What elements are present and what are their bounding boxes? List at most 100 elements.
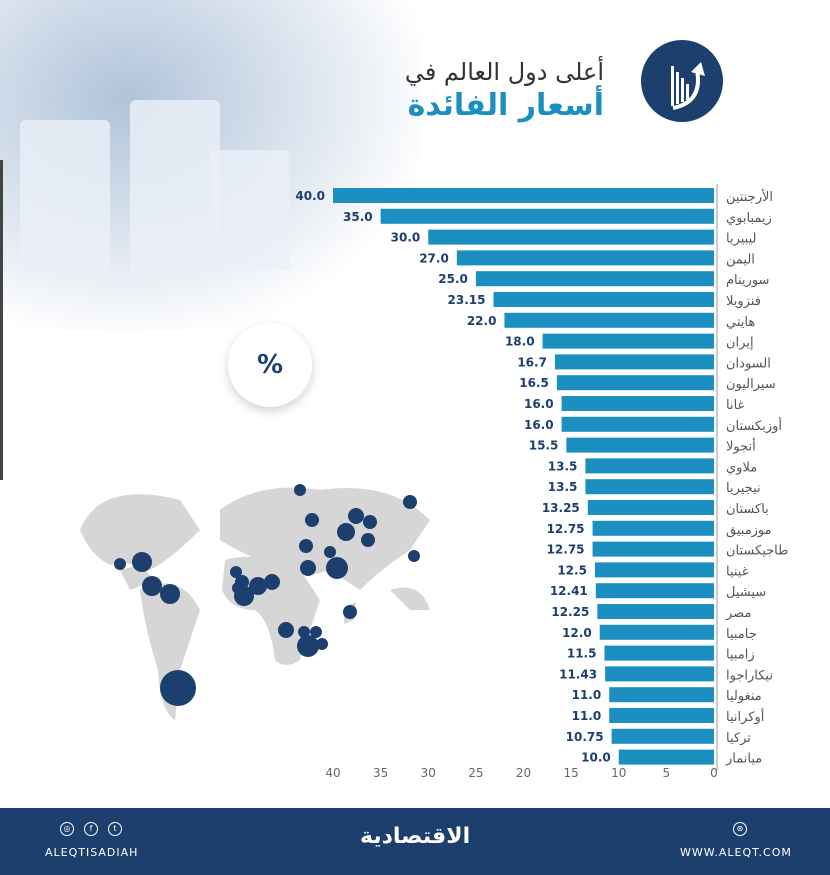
footer: ◎ f t ALEQTISADIAH الاقتصادية ⊛ WWW.ALEQ… [0, 808, 830, 875]
bar [604, 645, 714, 661]
world-map [80, 484, 430, 720]
data-label: 16.0 [524, 397, 554, 411]
data-label: 16.7 [517, 355, 547, 369]
data-label: 30.0 [391, 231, 421, 245]
bar [609, 708, 714, 723]
bar [599, 624, 714, 640]
category-label: ملاوي [726, 460, 757, 475]
bar [592, 520, 714, 536]
category-label: غينيا [726, 564, 749, 579]
data-label: 18.0 [505, 335, 535, 349]
data-label: 12.75 [547, 543, 585, 557]
bar [611, 728, 714, 744]
brand-logo: الاقتصادية [360, 824, 471, 849]
website-link[interactable]: WWW.ALEQT.COM [680, 846, 792, 859]
bar [609, 687, 714, 703]
decorative-line [0, 160, 3, 480]
bar [618, 749, 714, 765]
category-label: سيراليون [726, 377, 776, 392]
x-tick-label: 35 [373, 766, 388, 780]
category-label: باكستان [726, 502, 769, 517]
data-label: 12.5 [557, 563, 587, 577]
x-tick-label: 15 [563, 766, 578, 780]
title-line1: أعلى دول العالم في [404, 58, 604, 86]
globe-icon[interactable]: ⊛ [733, 822, 747, 836]
bar [333, 188, 714, 203]
category-label: اليمن [726, 252, 755, 267]
category-label: فنزويلا [726, 294, 761, 309]
bar [380, 208, 714, 224]
category-label: الأرجنتين [726, 188, 773, 205]
bar [504, 312, 714, 328]
title-line2: أسعار الفائدة [407, 88, 604, 123]
percent-badge: % [228, 323, 312, 407]
country-dots [114, 484, 420, 706]
data-label: 12.25 [551, 605, 589, 619]
data-label: 12.75 [547, 522, 585, 536]
category-label: طاجيكستان [726, 544, 788, 559]
category-label: منغوليا [726, 689, 762, 704]
chart-growth-icon [641, 40, 723, 122]
data-label: 10.75 [566, 730, 604, 744]
bar [542, 333, 714, 349]
data-label: 11.0 [572, 688, 602, 702]
data-label: 11.0 [572, 709, 602, 723]
data-label: 13.5 [548, 480, 578, 494]
data-label: 25.0 [438, 272, 468, 286]
category-label: أوكرانيا [726, 708, 764, 725]
instagram-icon[interactable]: ◎ [60, 822, 74, 836]
bar [592, 541, 714, 557]
category-label: أوزبكستان [726, 417, 782, 434]
category-label: زيمبابوي [726, 211, 772, 226]
data-label: 15.5 [529, 439, 559, 453]
bar [493, 292, 714, 307]
bar [587, 500, 714, 515]
bar [585, 479, 714, 495]
data-label: 16.5 [519, 376, 549, 390]
data-label: 35.0 [343, 210, 373, 224]
bar [594, 562, 714, 578]
bar [597, 604, 714, 619]
bar [585, 458, 714, 474]
x-tick-label: 0 [710, 766, 718, 780]
data-label: 11.5 [567, 647, 597, 661]
social-handle: ALEQTISADIAH [45, 846, 139, 859]
bar [605, 666, 714, 682]
bar [475, 271, 714, 287]
bar-chart: 40.0 الأرجنتين 35.0 زيمبابوي 30.0 ليبيريا 27.0… [295, 184, 788, 780]
data-label: 12.0 [562, 626, 592, 640]
bar [566, 437, 714, 453]
category-label: زامبيا [726, 648, 755, 663]
data-label: 10.0 [581, 751, 611, 765]
data-label: 23.15 [448, 293, 486, 307]
x-tick-label: 5 [663, 766, 671, 780]
bar [456, 250, 714, 266]
data-label: 11.43 [559, 667, 597, 681]
bar [556, 375, 714, 391]
x-tick-label: 40 [325, 766, 340, 780]
category-label: ليبيريا [726, 232, 756, 247]
x-tick-label: 30 [421, 766, 436, 780]
category-label: نيجيريا [726, 481, 761, 496]
data-label: 13.25 [542, 501, 580, 515]
category-label: سيشيل [726, 585, 766, 600]
category-label: سورينام [726, 273, 769, 288]
category-label: ميانمار [725, 752, 762, 767]
data-label: 16.0 [524, 418, 554, 432]
facebook-icon[interactable]: f [84, 822, 98, 836]
category-label: مصر [725, 606, 751, 621]
category-label: جامبيا [726, 627, 757, 642]
data-label: 40.0 [295, 189, 325, 203]
category-label: موزمبيق [726, 523, 772, 538]
bar [554, 354, 714, 370]
x-tick-label: 25 [468, 766, 483, 780]
bar [561, 396, 714, 411]
bar [428, 229, 714, 245]
category-label: تركيا [726, 731, 751, 746]
category-label: أنجولا [726, 438, 756, 455]
category-label: إيران [726, 336, 754, 351]
data-label: 12.41 [550, 584, 588, 598]
bar [595, 583, 714, 599]
twitter-icon[interactable]: t [108, 822, 122, 836]
data-label: 22.0 [467, 314, 497, 328]
